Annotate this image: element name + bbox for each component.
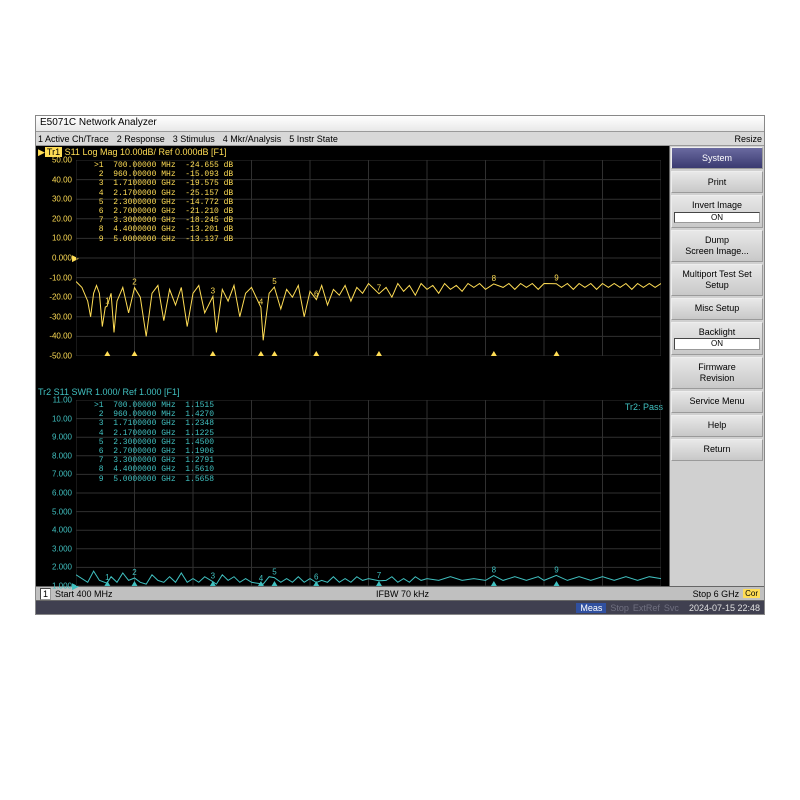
- app-window: E5071C Network Analyzer 1 Active Ch/Trac…: [35, 115, 765, 615]
- menu-response[interactable]: 2 Response: [117, 134, 165, 144]
- svg-text:6: 6: [314, 290, 319, 299]
- firmware-button[interactable]: FirmwareRevision: [671, 357, 763, 389]
- svg-text:3: 3: [211, 286, 216, 295]
- invert-image-button[interactable]: Invert ImageON: [671, 195, 763, 228]
- menu-bar: 1 Active Ch/Trace 2 Response 3 Stimulus …: [36, 132, 764, 146]
- svg-text:9: 9: [554, 565, 559, 574]
- svg-text:5: 5: [272, 568, 277, 577]
- svg-text:1: 1: [105, 573, 110, 582]
- misc-setup-button[interactable]: Misc Setup: [671, 298, 763, 320]
- svg-text:2: 2: [132, 278, 137, 287]
- help-button[interactable]: Help: [671, 415, 763, 437]
- menu-resize[interactable]: Resize: [734, 134, 762, 144]
- chart2-header: Tr2 S11 SWR 1.000/ Ref 1.000 [F1]: [36, 386, 669, 398]
- svg-text:7: 7: [377, 284, 382, 293]
- svg-text:2: 2: [132, 568, 137, 577]
- system-button[interactable]: System: [671, 147, 763, 169]
- svg-text:8: 8: [492, 274, 497, 283]
- status-ifbw: IFBW 70 kHz: [113, 589, 693, 599]
- status-channel: 1: [40, 588, 51, 600]
- status-stop: Stop 6 GHz: [693, 589, 740, 599]
- menu-instr-state[interactable]: 5 Instr State: [289, 134, 338, 144]
- svg-text:4: 4: [259, 297, 264, 306]
- svg-text:7: 7: [377, 571, 382, 580]
- chart1-marker-table: >1 700.00000 MHz -24.655 dB 2 960.00000 …: [94, 161, 233, 244]
- chart1-header: ▶Tr1 S11 Log Mag 10.00dB/ Ref 0.000dB [F…: [36, 146, 669, 158]
- svg-text:6: 6: [314, 572, 319, 581]
- title-bar: E5071C Network Analyzer: [36, 116, 764, 132]
- svg-text:4: 4: [259, 574, 264, 583]
- footer-meas: Meas: [576, 603, 606, 613]
- dump-screen-button[interactable]: DumpScreen Image...: [671, 230, 763, 262]
- print-button[interactable]: Print: [671, 171, 763, 193]
- footer-stop: Stop: [610, 603, 629, 613]
- status-cor: Cor: [743, 589, 760, 598]
- chart1-ylabels: 50.0040.0030.0020.0010.000.000-10.00-20.…: [38, 160, 72, 356]
- svg-text:9: 9: [554, 274, 559, 283]
- menu-mkr-analysis[interactable]: 4 Mkr/Analysis: [223, 134, 282, 144]
- footer-extref: ExtRef: [633, 603, 660, 613]
- multiport-button[interactable]: Multiport Test SetSetup: [671, 264, 763, 296]
- menu-active-ch[interactable]: 1 Active Ch/Trace: [38, 134, 109, 144]
- trace1-header-text: S11 Log Mag 10.00dB/ Ref 0.000dB [F1]: [62, 147, 226, 157]
- menu-stimulus[interactable]: 3 Stimulus: [173, 134, 215, 144]
- window-title: E5071C Network Analyzer: [40, 117, 157, 128]
- backlight-button[interactable]: BacklightON: [671, 322, 763, 355]
- chart2-marker-table: >1 700.00000 MHz 1.1515 2 960.00000 MHz …: [94, 401, 214, 484]
- footer-svc: Svc: [664, 603, 679, 613]
- main-area: ▶Tr1 S11 Log Mag 10.00dB/ Ref 0.000dB [F…: [36, 146, 764, 586]
- chart2-ylabels: 11.0010.009.0008.0007.0006.0005.0004.000…: [38, 400, 72, 586]
- svg-text:1: 1: [105, 296, 110, 305]
- svg-text:8: 8: [492, 566, 497, 575]
- side-panel: System Print Invert ImageON DumpScreen I…: [669, 146, 764, 586]
- footer-bar: Meas Stop ExtRef Svc 2024-07-15 22:48: [36, 600, 764, 614]
- return-button[interactable]: Return: [671, 439, 763, 461]
- footer-timestamp: 2024-07-15 22:48: [689, 603, 760, 613]
- chart1-logmag: ▶Tr1 S11 Log Mag 10.00dB/ Ref 0.000dB [F…: [36, 146, 669, 356]
- chart2-swr: Tr2 S11 SWR 1.000/ Ref 1.000 [F1] Tr2: P…: [36, 386, 669, 586]
- svg-text:5: 5: [272, 277, 277, 286]
- status-bar: 1 Start 400 MHz IFBW 70 kHz Stop 6 GHz C…: [36, 586, 764, 600]
- service-menu-button[interactable]: Service Menu: [671, 391, 763, 413]
- plot-region: ▶Tr1 S11 Log Mag 10.00dB/ Ref 0.000dB [F…: [36, 146, 669, 586]
- svg-text:3: 3: [211, 572, 216, 581]
